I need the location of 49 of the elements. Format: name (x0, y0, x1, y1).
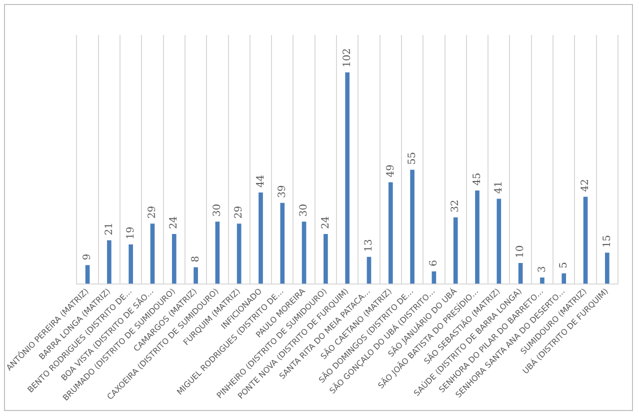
data-label: 15 (602, 234, 613, 248)
bar (388, 182, 393, 284)
data-label: 41 (494, 181, 505, 194)
bar (583, 196, 588, 284)
data-label: 24 (168, 216, 180, 230)
data-label: 45 (472, 172, 483, 186)
data-label: 44 (255, 174, 266, 188)
data-label: 30 (298, 204, 310, 217)
data-label: 3 (536, 266, 548, 273)
data-label: 5 (558, 262, 570, 268)
bar (453, 217, 458, 284)
data-label: 24 (320, 216, 332, 230)
bar (345, 72, 350, 284)
data-label: 55 (406, 152, 418, 165)
data-label: 8 (190, 256, 202, 262)
bar (128, 244, 134, 284)
data-label: 30 (212, 204, 224, 217)
bar (236, 224, 242, 284)
bar (562, 273, 566, 284)
bar (324, 234, 328, 284)
bar (366, 256, 372, 284)
data-label: 32 (450, 200, 462, 212)
bar (85, 265, 90, 284)
bar (280, 202, 285, 284)
data-label: 102 (342, 48, 353, 68)
data-label: 19 (125, 226, 136, 240)
bar (172, 234, 176, 284)
bar (540, 278, 544, 284)
bar (410, 170, 414, 284)
data-label: 39 (277, 185, 288, 198)
data-label: 42 (580, 178, 592, 192)
bar (302, 222, 306, 284)
data-label: 21 (104, 222, 115, 236)
data-label: 49 (385, 164, 396, 178)
data-label: 13 (364, 239, 375, 252)
data-label: 29 (147, 206, 158, 219)
bar (258, 192, 263, 284)
data-label: 29 (234, 206, 245, 219)
bar (518, 263, 523, 284)
bar (605, 252, 610, 284)
bar (194, 267, 198, 284)
bar (107, 240, 112, 284)
data-label: 10 (515, 245, 526, 258)
bar (496, 198, 502, 284)
data-label: 6 (428, 260, 440, 266)
bar (475, 190, 480, 284)
bar (215, 222, 220, 284)
data-label: 9 (82, 254, 94, 260)
bar (150, 224, 155, 284)
